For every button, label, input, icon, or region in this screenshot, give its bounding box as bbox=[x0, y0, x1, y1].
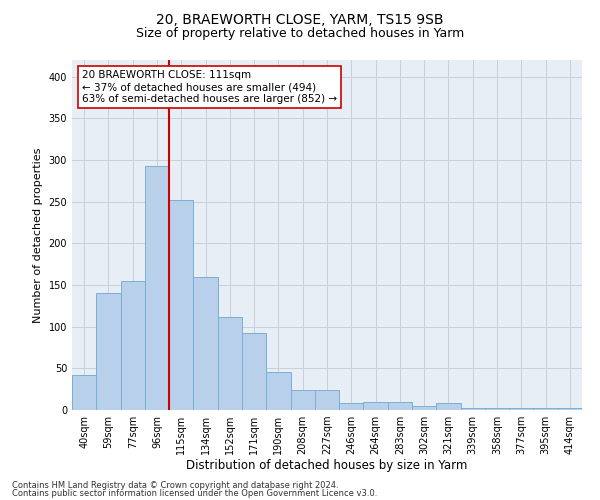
Bar bbox=[121, 281, 145, 410]
Bar bbox=[388, 402, 412, 410]
X-axis label: Distribution of detached houses by size in Yarm: Distribution of detached houses by size … bbox=[187, 458, 467, 471]
Text: 20, BRAEWORTH CLOSE, YARM, TS15 9SB: 20, BRAEWORTH CLOSE, YARM, TS15 9SB bbox=[156, 12, 444, 26]
Bar bbox=[436, 404, 461, 410]
Bar bbox=[315, 390, 339, 410]
Bar bbox=[72, 375, 96, 410]
Bar bbox=[533, 408, 558, 410]
Bar bbox=[558, 408, 582, 410]
Bar bbox=[364, 402, 388, 410]
Bar bbox=[193, 276, 218, 410]
Bar bbox=[266, 372, 290, 410]
Bar bbox=[145, 166, 169, 410]
Bar bbox=[218, 316, 242, 410]
Bar bbox=[290, 390, 315, 410]
Bar bbox=[96, 294, 121, 410]
Text: Contains HM Land Registry data © Crown copyright and database right 2024.: Contains HM Land Registry data © Crown c… bbox=[12, 481, 338, 490]
Bar bbox=[169, 200, 193, 410]
Bar bbox=[242, 334, 266, 410]
Text: 20 BRAEWORTH CLOSE: 111sqm
← 37% of detached houses are smaller (494)
63% of sem: 20 BRAEWORTH CLOSE: 111sqm ← 37% of deta… bbox=[82, 70, 337, 104]
Bar bbox=[461, 408, 485, 410]
Text: Contains public sector information licensed under the Open Government Licence v3: Contains public sector information licen… bbox=[12, 488, 377, 498]
Bar bbox=[412, 406, 436, 410]
Bar bbox=[509, 408, 533, 410]
Bar bbox=[339, 404, 364, 410]
Bar bbox=[485, 408, 509, 410]
Y-axis label: Number of detached properties: Number of detached properties bbox=[33, 148, 43, 322]
Text: Size of property relative to detached houses in Yarm: Size of property relative to detached ho… bbox=[136, 28, 464, 40]
